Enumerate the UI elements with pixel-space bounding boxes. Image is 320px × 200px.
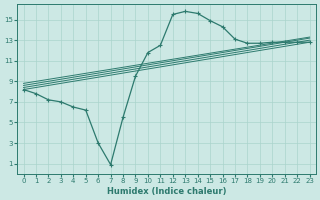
X-axis label: Humidex (Indice chaleur): Humidex (Indice chaleur)	[107, 187, 226, 196]
